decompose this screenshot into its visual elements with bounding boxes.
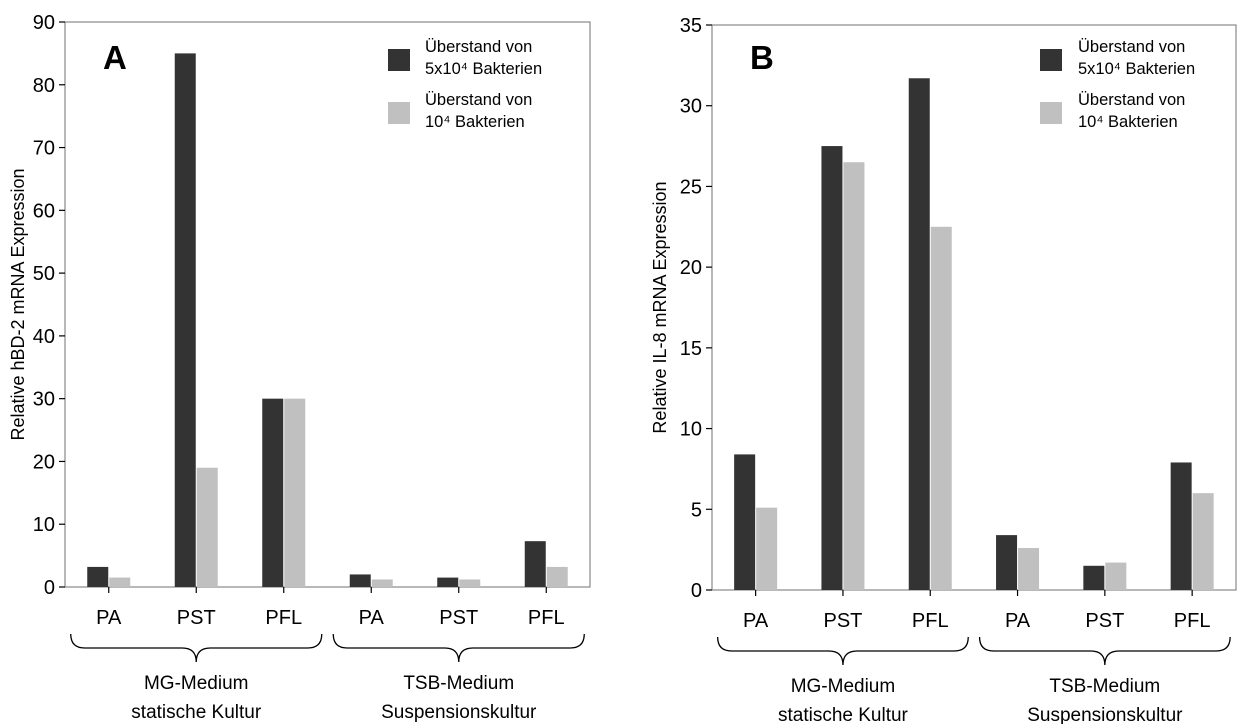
y-tick-label: 60	[33, 200, 55, 222]
y-tick-label: 35	[680, 15, 702, 37]
group-label-line2: statische Kultur	[778, 705, 909, 724]
legend-line2: 5x10⁴ Bakterien	[1078, 60, 1195, 78]
legend-line1: Überstand von	[1078, 91, 1185, 109]
bar-b-s1-5	[1083, 565, 1105, 590]
bar-a-s2-6	[546, 566, 568, 587]
x-tick-label: PA	[359, 607, 385, 629]
x-tick-label: PA	[1005, 610, 1031, 632]
y-tick-label: 90	[33, 12, 55, 34]
y-tick-label: 10	[33, 514, 55, 536]
y-tick-label: 20	[680, 257, 702, 279]
bar-b-s2-3	[930, 226, 952, 591]
legend-line2: 10⁴ Bakterien	[425, 113, 525, 131]
chart-panel-a: 0 10 20 30 40 50 60 70 80 90 Relative hBD-2 mRNA E…	[8, 12, 591, 723]
legend-line2: 10⁴ Bakterien	[1078, 113, 1178, 131]
y-tick-label: 10	[680, 419, 702, 441]
x-tick-label: PA	[96, 607, 122, 629]
group-label-line2: Suspensionskultur	[1027, 705, 1183, 724]
x-tick-label: PST	[177, 607, 216, 629]
bar-b-s2-4	[1018, 548, 1040, 590]
bar-b-s2-1	[756, 507, 778, 590]
group-brace	[978, 636, 1231, 666]
group-label-line1: TSB-Medium	[1049, 676, 1160, 697]
x-tick-label: PST	[823, 610, 862, 632]
group-brace	[70, 633, 323, 663]
legend-line1: Überstand von	[425, 91, 532, 109]
y-axis-label: Relative IL-8 mRNA Expression	[650, 181, 670, 433]
bar-a-s1-2	[174, 53, 196, 587]
legend-swatch	[1040, 49, 1062, 71]
legend-swatch	[388, 102, 410, 124]
legend-line2: 5x10⁴ Bakterien	[425, 60, 542, 78]
bar-b-s2-2	[843, 162, 865, 590]
plot-frame	[711, 24, 1237, 591]
group-brace	[332, 633, 585, 663]
bar-a-s2-1	[109, 577, 131, 587]
bar-b-s2-6	[1192, 493, 1214, 590]
y-axis-label: Relative hBD-2 mRNA Expression	[8, 168, 28, 440]
legend-swatch	[388, 49, 410, 71]
group-label-line2: Suspensionskultur	[381, 702, 537, 723]
bar-b-s1-2	[821, 146, 843, 591]
bar-a-s2-2	[196, 467, 218, 587]
panel-label: A	[103, 39, 127, 76]
y-tick-label: 40	[33, 326, 55, 348]
y-tick-label: 5	[691, 499, 702, 521]
y-tick-label: 50	[33, 263, 55, 285]
bar-b-s1-4	[996, 535, 1018, 590]
y-tick-label: 20	[33, 451, 55, 473]
bar-a-s2-4	[371, 579, 393, 587]
x-tick-label: PFL	[1174, 610, 1211, 632]
x-tick-label: PFL	[265, 607, 302, 629]
group-label-line1: MG-Medium	[791, 676, 896, 697]
bar-b-s1-3	[908, 78, 930, 591]
y-tick-label: 70	[33, 138, 55, 160]
y-tick-label: 30	[680, 96, 702, 118]
bar-a-s1-3	[262, 398, 284, 587]
bar-b-s1-6	[1170, 462, 1192, 590]
x-tick-label: PST	[439, 607, 478, 629]
group-label-line1: MG-Medium	[144, 673, 249, 694]
group-label-line2: statische Kultur	[131, 702, 262, 723]
group-brace	[717, 636, 969, 666]
bar-b-s1-1	[734, 454, 756, 590]
x-tick-label: PFL	[528, 607, 565, 629]
plot-frame	[64, 21, 591, 588]
x-tick-label: PA	[743, 610, 769, 632]
x-tick-label: PFL	[912, 610, 949, 632]
bar-a-s2-3	[284, 398, 306, 587]
chart-panel-b: 0 5 10 15 20 25 30 35 Relative IL-8 mRNA Express…	[650, 15, 1237, 724]
bar-a-s2-5	[459, 579, 481, 587]
bar-a-s1-6	[524, 541, 546, 587]
bar-b-s2-5	[1105, 562, 1127, 590]
bar-a-s1-5	[437, 577, 459, 587]
bar-a-s1-4	[349, 574, 371, 587]
legend-swatch	[1040, 102, 1062, 124]
y-tick-label: 15	[680, 338, 702, 360]
x-tick-label: PST	[1085, 610, 1124, 632]
legend-line1: Überstand von	[1078, 38, 1185, 56]
group-label-line1: TSB-Medium	[403, 673, 514, 694]
y-tick-label: 0	[691, 580, 702, 602]
y-tick-label: 25	[680, 176, 702, 198]
legend-line1: Überstand von	[425, 38, 532, 56]
y-tick-label: 80	[33, 75, 55, 97]
panel-label: B	[750, 39, 774, 76]
y-tick-label: 0	[44, 577, 55, 599]
bar-a-s1-1	[87, 566, 109, 587]
y-tick-label: 30	[33, 389, 55, 411]
